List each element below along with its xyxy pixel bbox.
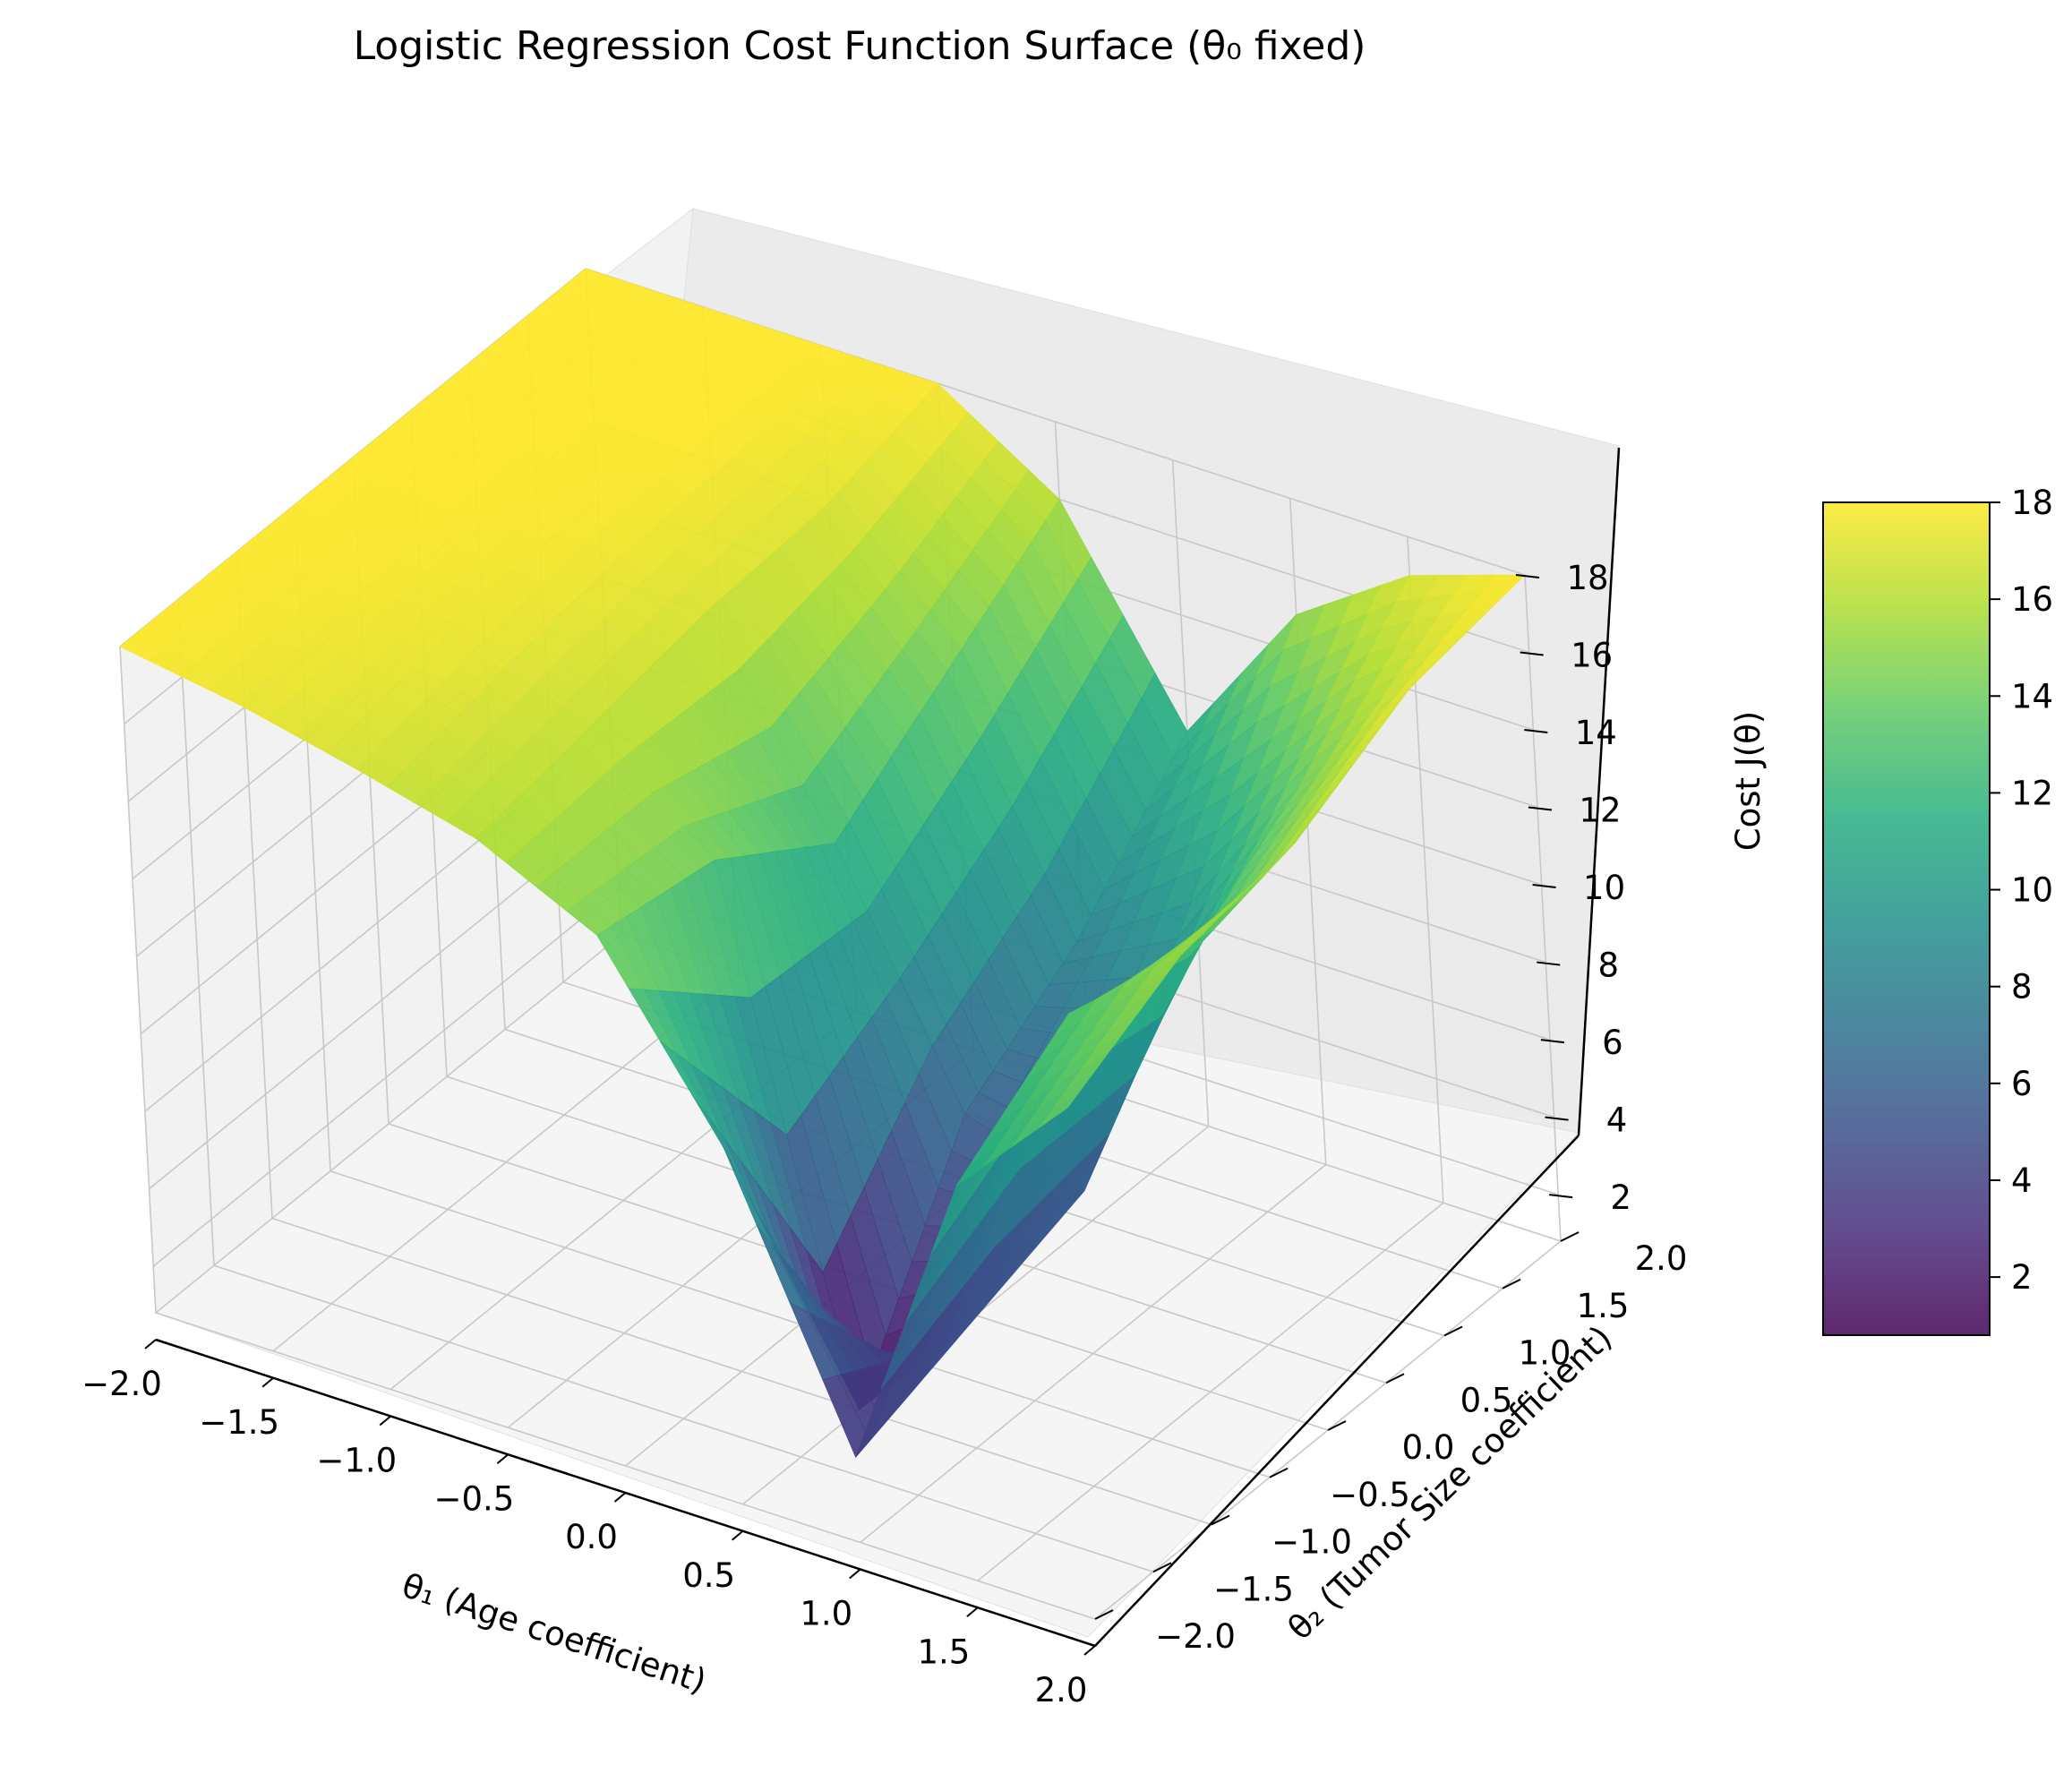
- grid-line-y: [119, 646, 1096, 1620]
- x-tick-label: −1.0: [316, 1442, 397, 1480]
- colorbar-frame: [1822, 501, 1991, 1336]
- z-tick-label: 14: [1575, 714, 1617, 752]
- z-tick: [1515, 574, 1540, 578]
- colorbar-tick-label: 2: [2011, 1258, 2033, 1297]
- colorbar-tick-label: 10: [2011, 871, 2053, 910]
- x-tick-label: 1.5: [917, 1632, 970, 1671]
- z-tick: [1545, 1116, 1569, 1121]
- chart-title: Logistic Regression Cost Function Surfac…: [354, 23, 1366, 69]
- z-tick-label: 8: [1597, 947, 1619, 985]
- z-axis-line: [1577, 447, 1621, 1136]
- x-tick-label: −1.5: [199, 1403, 279, 1442]
- x-tick-label: 0.5: [682, 1556, 735, 1595]
- y-tick-label: 1.5: [1577, 1287, 1630, 1325]
- y-tick-label: −1.5: [1213, 1570, 1294, 1608]
- x-tick-label: −0.5: [433, 1479, 514, 1518]
- x-tick: [613, 1492, 627, 1503]
- x-tick: [849, 1568, 861, 1580]
- colorbar: 2 4 6 8 10 12 14 16 18: [1822, 484, 2053, 1336]
- z-tick: [1532, 884, 1556, 889]
- z-tick: [1540, 1039, 1565, 1044]
- grid-line-y: [177, 599, 1154, 1573]
- y-axis-line: [1094, 1135, 1580, 1647]
- y-tick: [1327, 1420, 1347, 1431]
- colorbar-ticks: 2 4 6 8 10 12 14 16 18: [1990, 484, 2053, 1297]
- z-tick: [1524, 729, 1548, 734]
- z-tick-label: 6: [1602, 1024, 1623, 1062]
- x-tick: [144, 1339, 157, 1349]
- x-axis-label: θ₁ (Age coefficient): [398, 1566, 711, 1701]
- x-tick-label: 1.0: [800, 1595, 852, 1633]
- y-tick: [1094, 1609, 1114, 1620]
- z-tick: [1549, 1194, 1573, 1199]
- z-tick-label: 4: [1606, 1101, 1628, 1140]
- x-tick-label: −2.0: [81, 1365, 162, 1403]
- z-tick-label: 2: [1610, 1178, 1631, 1217]
- z-tick-label: 10: [1583, 869, 1625, 907]
- z-tick: [1537, 961, 1561, 966]
- y-tick-label: 1.0: [1519, 1334, 1571, 1373]
- x-tick: [966, 1606, 979, 1618]
- surface-patch: [1040, 1088, 1083, 1128]
- colorbar-tick-label: 8: [2011, 968, 2033, 1007]
- grid-line-y: [235, 552, 1212, 1526]
- colorbar-tick-label: 4: [2011, 1161, 2033, 1200]
- axis-ticks: −2.0−1.5−1.0−0.50.00.51.01.52.0−2.0−1.5−…: [81, 559, 1687, 1709]
- colorbar-tick-label: 18: [2011, 484, 2053, 522]
- y-tick-label: −0.5: [1330, 1476, 1410, 1514]
- x-tick: [1083, 1645, 1096, 1656]
- cost-surface: [119, 268, 1526, 1458]
- colorbar-tick-label: 16: [2011, 580, 2053, 619]
- y-tick: [1502, 1278, 1521, 1289]
- y-tick: [1269, 1467, 1289, 1478]
- y-tick-label: 2.0: [1635, 1239, 1688, 1278]
- x-tick: [379, 1415, 391, 1427]
- z-tick-label: 12: [1579, 792, 1621, 830]
- x-tick-label: 0.0: [565, 1518, 618, 1556]
- z-tick: [1528, 806, 1553, 811]
- z-tick-label: 18: [1566, 559, 1608, 597]
- z-axis-label: Cost J(θ): [1729, 711, 1768, 851]
- y-tick-label: −1.0: [1271, 1523, 1352, 1562]
- z-tick: [1520, 651, 1544, 656]
- y-tick: [1385, 1373, 1405, 1384]
- y-tick: [1560, 1231, 1580, 1242]
- x-tick: [731, 1529, 744, 1541]
- y-tick: [1152, 1562, 1172, 1573]
- colorbar-tick-label: 6: [2011, 1065, 2033, 1103]
- y-tick-label: 0.0: [1402, 1428, 1455, 1467]
- colorbar-gradient: [1823, 502, 1990, 1335]
- z-tick-label: 16: [1571, 637, 1613, 675]
- y-tick-label: 0.5: [1460, 1381, 1513, 1419]
- x-tick-label: 2.0: [1035, 1671, 1088, 1709]
- x-tick: [496, 1453, 509, 1465]
- x-tick: [261, 1376, 274, 1388]
- y-tick-label: −2.0: [1155, 1617, 1236, 1656]
- y-tick: [1443, 1325, 1463, 1337]
- colorbar-tick-label: 14: [2011, 677, 2053, 715]
- y-tick: [1211, 1514, 1230, 1526]
- colorbar-tick-label: 12: [2011, 774, 2053, 812]
